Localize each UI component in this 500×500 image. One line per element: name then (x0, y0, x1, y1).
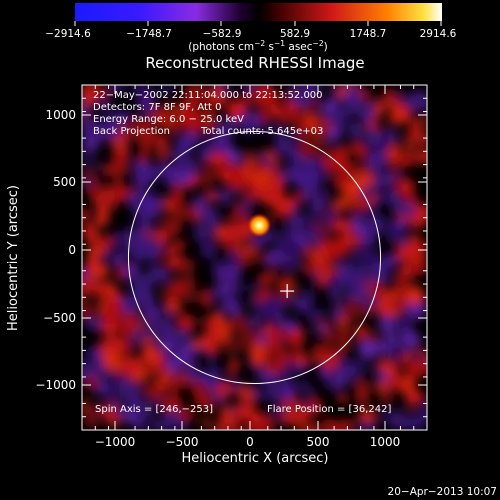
colorbar (75, 3, 442, 21)
reconstructed-image (82, 85, 427, 430)
info-flare-position: Flare Position = [36,242] (267, 404, 391, 415)
plot-frame (81, 84, 428, 431)
colorbar-tick-label: −582.9 (203, 28, 242, 40)
x-axis-label: Heliocentric X (arcsec) (182, 451, 329, 466)
colorbar-ticks (74, 21, 442, 26)
info-spin-axis: Spin Axis = [246,−253] (95, 404, 213, 415)
info-counts: Total counts: 5.645e+03 (200, 126, 323, 137)
spin-axis-marker (280, 284, 295, 299)
colorbar-tick-label: −2914.6 (45, 28, 91, 40)
y-tick-label: 0 (68, 243, 76, 257)
solar-limb (127, 130, 382, 385)
colorbar-tick-label: −1748.7 (126, 28, 172, 40)
y-tick-label: 1000 (45, 108, 76, 122)
info-detectors: Detectors: 7F 8F 9F, Att 0 (93, 102, 221, 113)
axis-ticks (82, 85, 427, 430)
x-tick-label: 500 (307, 435, 330, 449)
colorbar-tick-label: 1748.7 (350, 28, 387, 40)
plot-title: Reconstructed RHESSI Image (145, 54, 364, 72)
axis-minor-ticks (82, 85, 427, 430)
info-method: Back Projection (93, 126, 170, 137)
info-time: 22−May−2002 22:11:04.000 to 22:13:52.000 (93, 90, 323, 101)
colorbar-tick-label: 582.9 (280, 28, 310, 40)
y-axis-label: Heliocentric Y (arcsec) (6, 185, 21, 331)
flare-source (247, 213, 272, 238)
colorbar-units: (photons cm−2 s−1 asec−2) (188, 39, 327, 53)
footer-date: 20−Apr−2013 10:07 (388, 486, 497, 498)
info-energy: Energy Range: 6.0 − 25.0 keV (93, 114, 244, 125)
x-tick-label: −1000 (95, 435, 136, 449)
x-tick-label: −500 (166, 435, 199, 449)
y-tick-label: −1000 (35, 378, 76, 392)
y-tick-label: −500 (43, 311, 76, 325)
colorbar-tick-label: 2914.6 (420, 28, 457, 40)
x-tick-label: 1000 (370, 435, 401, 449)
y-tick-label: 500 (53, 175, 76, 189)
x-tick-label: 0 (246, 435, 254, 449)
